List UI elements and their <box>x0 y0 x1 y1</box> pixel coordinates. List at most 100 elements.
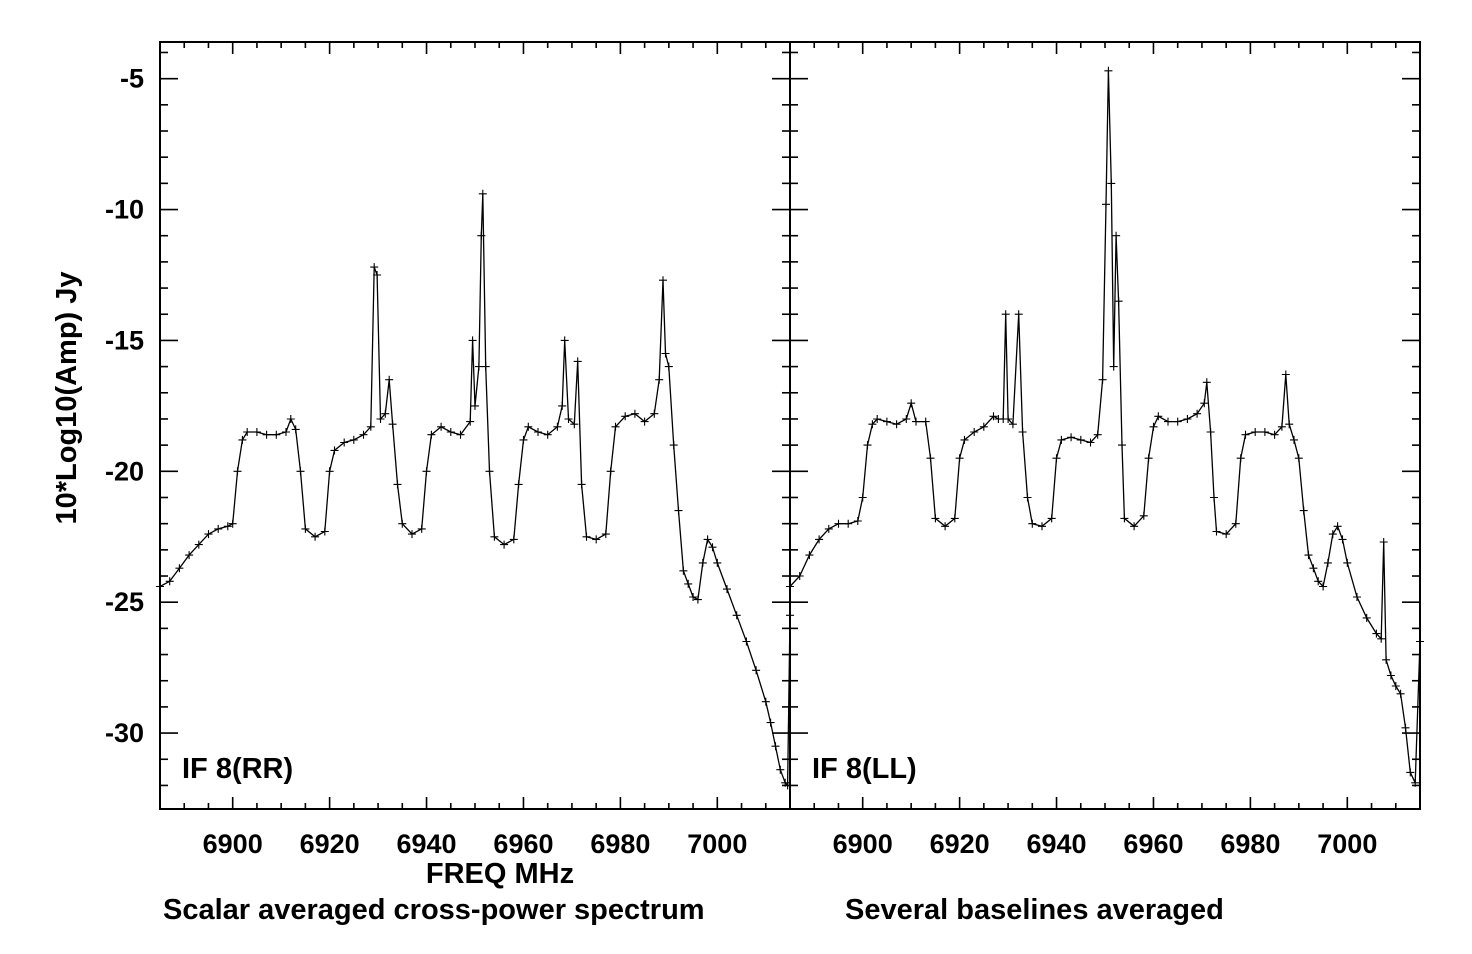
data-point <box>1382 655 1391 664</box>
data-point <box>320 527 329 536</box>
panel-ll-label: IF 8(LL) <box>812 753 917 785</box>
data-point <box>912 417 920 426</box>
data-point <box>844 519 853 528</box>
data-point <box>388 420 397 429</box>
data-point <box>238 435 247 444</box>
data-point <box>311 532 320 541</box>
data-point <box>175 564 184 573</box>
data-point <box>340 438 349 447</box>
data-point <box>834 519 843 528</box>
data-point <box>1086 438 1095 447</box>
data-point <box>185 551 194 560</box>
data-point <box>703 535 712 544</box>
x-axis-label: FREQ MHz <box>426 858 574 890</box>
data-point <box>1406 768 1415 777</box>
data-point <box>381 409 390 418</box>
data-point <box>1379 538 1388 546</box>
data-point <box>408 530 416 539</box>
data-point <box>1057 435 1066 444</box>
x-tick-label: 6920 <box>300 829 360 859</box>
panel-rr: IF 8(RR) <box>156 41 794 810</box>
data-point <box>1391 682 1400 690</box>
data-point <box>156 582 164 591</box>
data-point <box>385 375 394 384</box>
data-point <box>693 595 702 604</box>
data-point <box>713 558 722 567</box>
panel-ll: IF 8(LL) <box>786 41 1424 810</box>
data-point <box>1023 493 1032 502</box>
data-point <box>815 535 824 544</box>
data-point <box>1120 514 1129 523</box>
data-point <box>776 765 785 774</box>
data-point <box>1314 577 1323 586</box>
data-point <box>560 336 569 345</box>
data-point <box>1144 454 1153 463</box>
data-point <box>474 362 483 371</box>
data-point <box>165 577 174 586</box>
data-point <box>490 532 499 541</box>
data-point <box>296 467 305 476</box>
data-point <box>417 524 426 533</box>
data-point <box>766 718 775 727</box>
data-point <box>1183 415 1192 423</box>
data-point <box>1290 435 1298 444</box>
y-tick-label: -15 <box>105 325 144 355</box>
data-point <box>1112 231 1121 240</box>
data-point <box>370 263 379 272</box>
data-point <box>892 420 901 429</box>
data-point <box>291 425 300 434</box>
data-point <box>524 422 533 431</box>
data-point <box>1328 530 1337 539</box>
x-tick-label: 6980 <box>590 829 650 859</box>
data-point <box>630 409 639 418</box>
data-point <box>243 428 252 436</box>
data-point <box>805 551 814 560</box>
data-point <box>1309 564 1318 573</box>
caption-left: Scalar averaged cross-power spectrum <box>163 894 705 926</box>
data-point <box>679 566 688 575</box>
data-point <box>252 428 261 436</box>
data-point <box>214 524 223 533</box>
data-point <box>931 514 940 523</box>
data-point <box>1222 530 1231 539</box>
data-point <box>471 401 479 410</box>
data-point <box>194 540 203 549</box>
data-point <box>955 454 964 463</box>
data-point <box>1164 417 1172 426</box>
data-point <box>1372 629 1381 638</box>
data-point <box>1193 409 1202 418</box>
data-point <box>1416 637 1424 646</box>
data-point <box>882 417 891 426</box>
data-point <box>989 412 998 421</box>
data-point <box>655 375 664 384</box>
series-line <box>159 193 791 788</box>
data-point <box>1139 511 1148 520</box>
data-point <box>582 532 591 541</box>
data-point <box>873 415 882 423</box>
x-tick-label: 6980 <box>1220 829 1280 859</box>
x-tick-label: 6940 <box>1026 829 1086 859</box>
data-point <box>1107 179 1116 188</box>
data-point <box>398 519 407 528</box>
data-point <box>1130 522 1139 531</box>
data-point <box>1333 522 1342 531</box>
data-point <box>824 524 833 533</box>
data-point <box>466 417 475 426</box>
data-point <box>228 519 237 528</box>
data-point <box>650 409 659 418</box>
data-point <box>698 558 707 567</box>
x-tick-label: 6960 <box>493 829 553 859</box>
data-point <box>509 535 518 544</box>
data-point <box>661 349 670 358</box>
data-point <box>301 524 310 533</box>
data-point <box>1377 634 1386 643</box>
data-point <box>926 454 935 463</box>
data-point <box>1118 441 1126 450</box>
data-point <box>761 697 770 706</box>
data-point <box>921 417 930 426</box>
data-point <box>1210 493 1218 502</box>
data-point <box>868 420 877 429</box>
data-point <box>689 593 698 601</box>
data-point <box>446 428 455 436</box>
